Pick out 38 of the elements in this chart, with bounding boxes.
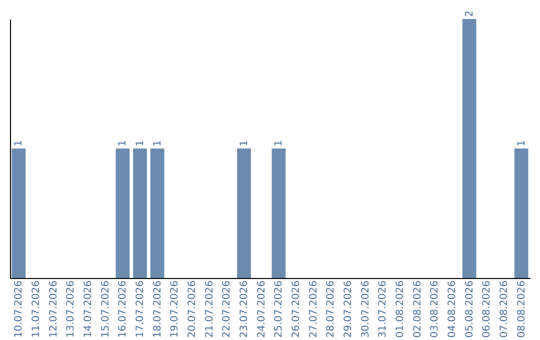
x-tick-label: 01.08.2026 [395,280,406,338]
x-tick-label: 23.07.2026 [239,280,250,338]
data-label: 1 [135,140,146,146]
x-tick-label: 05.08.2026 [464,280,476,338]
x-tick-label: 16.07.2026 [118,280,129,338]
x-tick-label: 15.07.2026 [100,280,112,338]
x-tick-label: 28.07.2026 [326,280,337,338]
x-tick-label: 07.08.2026 [499,280,510,338]
x-tick-label: 14.07.2026 [83,280,94,338]
x-tick-label: 12.07.2026 [48,280,60,338]
data-label: 1 [274,140,285,146]
x-tick-label: 10.07.2026 [14,280,25,338]
x-tick-label: 21.07.2026 [204,280,216,338]
x-tick-label: 26.07.2026 [291,280,302,338]
data-label: 2 [464,10,476,17]
x-tick-label: 30.07.2026 [360,280,372,338]
x-tick-label: 06.08.2026 [482,280,493,338]
data-label: 1 [14,140,25,146]
x-tick-label: 31.07.2026 [378,280,389,338]
x-tick-label: 27.07.2026 [308,280,320,338]
x-tick-label: 22.07.2026 [222,280,233,338]
x-tick-label: 25.07.2026 [274,280,285,338]
x-tick-label: 19.07.2026 [170,280,181,338]
x-tick-label: 13.07.2026 [66,280,77,338]
data-label: 1 [118,140,129,146]
x-tick-label: 03.08.2026 [430,280,441,338]
data-label: 1 [516,140,528,146]
x-tick-label: 18.07.2026 [152,280,164,338]
x-tick-label: 20.07.2026 [187,280,198,338]
x-tick-label: 02.08.2026 [412,280,424,338]
x-tick-label: 17.07.2026 [135,280,146,338]
x-tick-label: 11.07.2026 [31,280,42,338]
x-tick-label: 04.08.2026 [447,280,458,338]
data-label: 1 [239,140,250,146]
x-tick-label: 29.07.2026 [343,280,354,338]
x-tick-label: 24.07.2026 [256,280,268,338]
data-label: 1 [152,140,164,146]
x-tick-label: 08.08.2026 [516,280,528,338]
